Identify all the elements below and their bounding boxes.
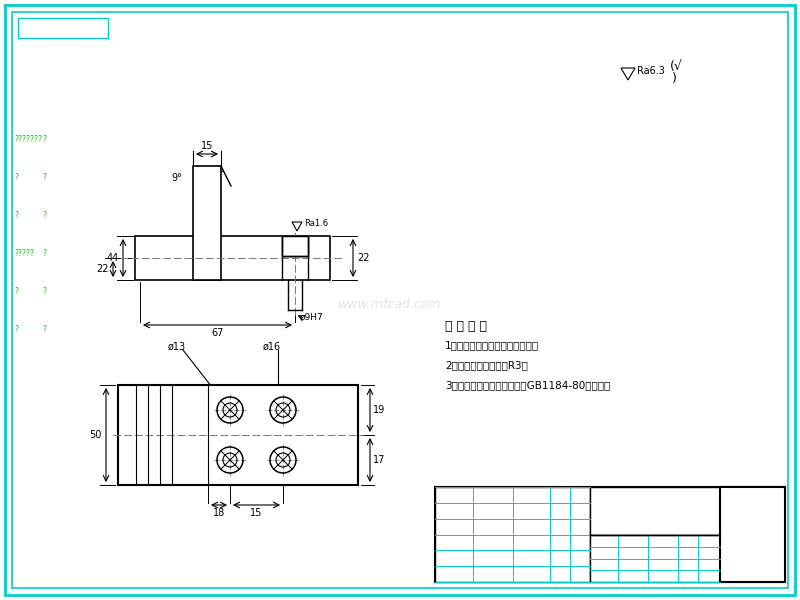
- Text: ? ?: ? ?: [437, 515, 446, 521]
- Text: 44: 44: [106, 253, 119, 263]
- Text: 19: 19: [373, 405, 386, 415]
- Text: 2？？？？？？？？？R3；: 2？？？？？？？？？R3；: [445, 360, 528, 370]
- Text: ? ? ? ? ? ? ? ?: ? ? ? ? ? ? ? ?: [515, 500, 556, 505]
- Bar: [435, 487, 785, 582]
- Bar: [18, 18, 108, 38]
- Text: 22: 22: [357, 253, 370, 263]
- Text: 对刀块: 对刀块: [736, 526, 769, 544]
- Text: 22: 22: [97, 264, 109, 274]
- Bar: [590, 487, 720, 535]
- Text: 15: 15: [201, 141, 213, 151]
- Polygon shape: [621, 68, 635, 80]
- Polygon shape: [135, 236, 330, 280]
- Text: 9°: 9°: [171, 173, 182, 183]
- Bar: [118, 385, 358, 485]
- Text: ? ?: ? ?: [593, 574, 602, 579]
- Text: ?: ?: [14, 173, 18, 182]
- Text: ?: ?: [42, 211, 46, 220]
- Text: ø16: ø16: [263, 342, 281, 352]
- Text: 13: 13: [290, 243, 300, 252]
- Bar: [282, 236, 308, 256]
- Text: ?????: ?????: [475, 490, 494, 496]
- Text: ?: ?: [42, 325, 46, 335]
- Text: Ra1.6: Ra1.6: [304, 219, 328, 228]
- Text: ? ?: ? ?: [437, 532, 446, 536]
- Text: 18: 18: [213, 508, 225, 518]
- Text: 1？？？？？？？？？？？？？？: 1？？？？？？？？？？？？？？: [445, 340, 539, 350]
- Text: 15: 15: [250, 508, 262, 518]
- Text: ?: ?: [14, 211, 18, 220]
- Text: 备刃视图: 备刃视图: [22, 23, 49, 33]
- Text: 67: 67: [211, 328, 224, 338]
- Polygon shape: [193, 166, 221, 280]
- Text: ? ?? ??: ? ?? ??: [515, 490, 538, 496]
- Text: ): ): [668, 72, 677, 85]
- Bar: [590, 535, 720, 582]
- Bar: [720, 487, 785, 582]
- Text: ？ ？ ？ ？: ？ ？ ？ ？: [445, 320, 487, 333]
- Text: 191: 191: [665, 553, 679, 562]
- Text: ø13: ø13: [168, 342, 186, 352]
- Text: ?: ?: [42, 287, 46, 296]
- Text: ?: ?: [42, 136, 46, 145]
- Text: 17: 17: [373, 455, 386, 465]
- Text: 50: 50: [90, 430, 102, 440]
- Bar: [435, 487, 590, 582]
- Text: ? ? ? ? ? ? ? ?: ? ? ? ? ? ? ? ?: [593, 540, 634, 545]
- Text: ?????: ?????: [14, 250, 34, 259]
- Text: (√: (√: [670, 60, 683, 73]
- Text: Ra6.3: Ra6.3: [637, 66, 665, 76]
- Text: ?: ?: [42, 250, 46, 259]
- Text: ??: ??: [650, 556, 657, 561]
- Text: www.mfcad.com: www.mfcad.com: [338, 298, 442, 311]
- Text: ?: ?: [42, 173, 46, 182]
- Text: ?: ?: [593, 556, 596, 561]
- Text: ?: ?: [14, 325, 18, 335]
- Bar: [282, 236, 308, 256]
- Text: ????: ????: [437, 490, 452, 496]
- Text: ?: ?: [14, 287, 18, 296]
- Text: ???: ???: [475, 500, 485, 505]
- Text: 45: 45: [638, 497, 672, 521]
- Text: ø9H7: ø9H7: [300, 313, 324, 322]
- Polygon shape: [292, 222, 302, 231]
- Text: ???????: ???????: [14, 136, 42, 145]
- Text: ?????-??: ?????-??: [723, 555, 749, 560]
- Text: ???-??: ???-??: [728, 555, 750, 561]
- Text: ? ?: ? ?: [437, 500, 446, 505]
- Text: 3？？？？？？？？？？？？GB1184-80？？？？: 3？？？？？？？？？？？？GB1184-80？？？？: [445, 380, 610, 390]
